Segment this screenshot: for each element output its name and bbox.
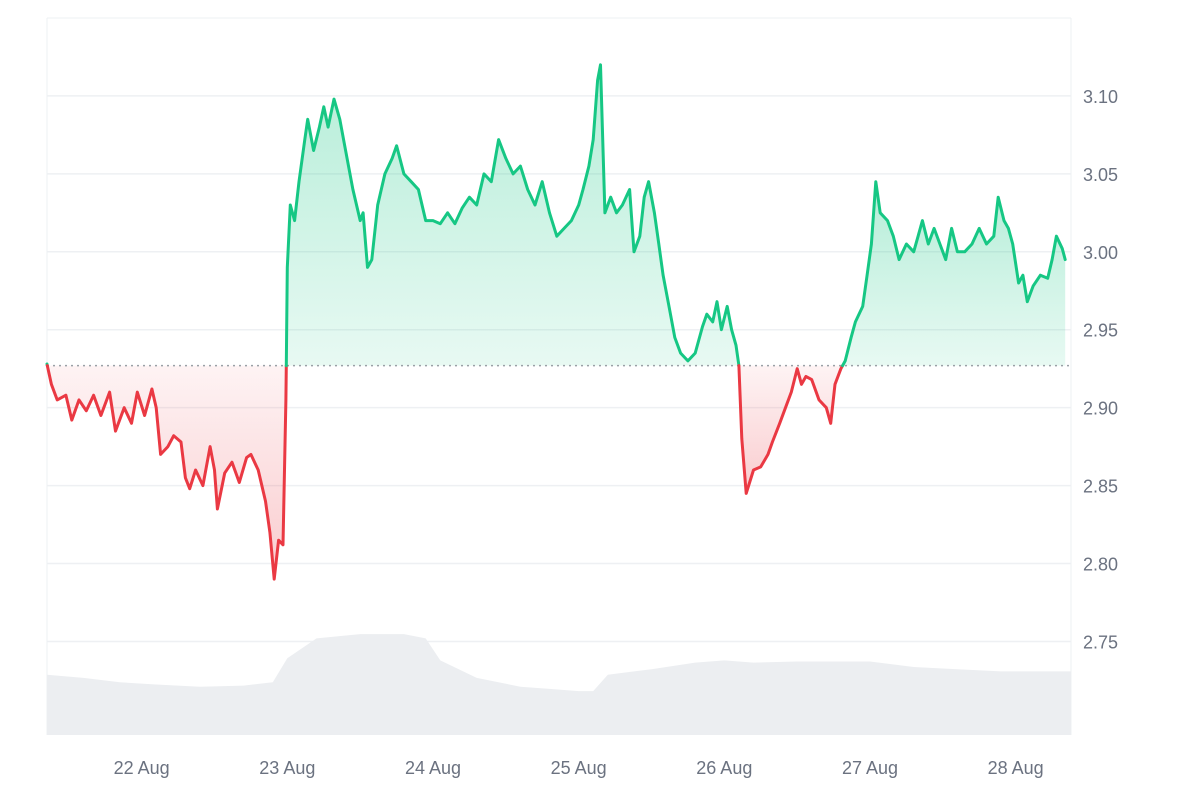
- price-line-above-2[interactable]: [284, 63, 741, 368]
- fill-above-4: [842, 181, 1066, 366]
- x-tick-label-4: 26 Aug: [696, 758, 752, 778]
- x-tick-label-3: 25 Aug: [551, 758, 607, 778]
- x-tick-label-1: 23 Aug: [259, 758, 315, 778]
- price-line-below-3[interactable]: [737, 364, 845, 495]
- price-lines[interactable]: [45, 63, 1067, 581]
- fill-below-1: [47, 365, 287, 580]
- y-tick-label-3.05: 3.05: [1083, 165, 1118, 185]
- price-line-below-1[interactable]: [45, 364, 288, 581]
- y-tick-label-3.00: 3.00: [1083, 243, 1118, 263]
- y-tick-label-2.90: 2.90: [1083, 399, 1118, 419]
- y-tick-label-2.80: 2.80: [1083, 555, 1118, 575]
- volume-area: [47, 634, 1071, 735]
- y-axis: 2.75 2.80 2.85 2.90 2.95 3.00 3.05 3.10: [1083, 87, 1118, 653]
- x-tick-label-0: 22 Aug: [114, 758, 170, 778]
- y-tick-label-2.95: 2.95: [1083, 321, 1118, 341]
- x-axis: 22 Aug 23 Aug 24 Aug 25 Aug 26 Aug 27 Aug 28 A…: [114, 758, 1044, 778]
- fill-above-2: [286, 64, 739, 366]
- fill-below-3: [738, 365, 843, 494]
- x-tick-label-6: 28 Aug: [988, 758, 1044, 778]
- y-tick-label-3.10: 3.10: [1083, 87, 1118, 107]
- x-tick-label-5: 27 Aug: [842, 758, 898, 778]
- y-tick-label-2.85: 2.85: [1083, 477, 1118, 497]
- volume-silhouette: [47, 634, 1071, 735]
- price-line-above-4[interactable]: [841, 180, 1067, 368]
- price-fill-areas: [47, 64, 1066, 580]
- y-tick-label-2.75: 2.75: [1083, 632, 1118, 652]
- x-tick-label-2: 24 Aug: [405, 758, 461, 778]
